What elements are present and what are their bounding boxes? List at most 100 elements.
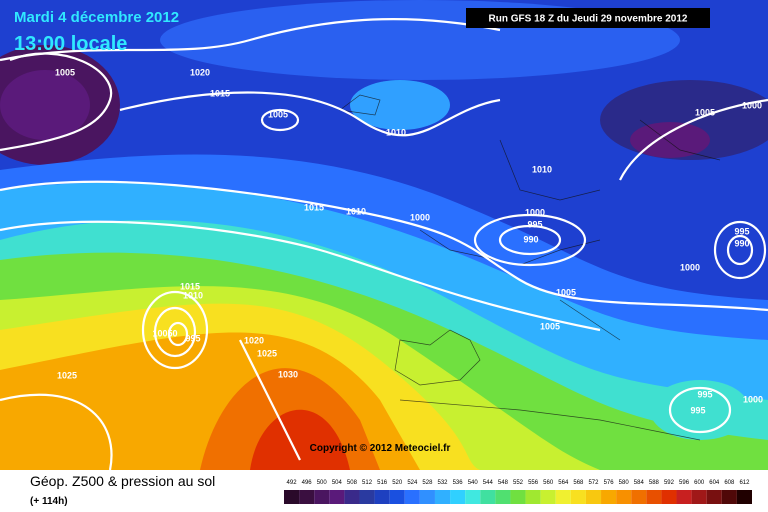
- scale-swatch: [495, 490, 511, 504]
- isobar-label: 1010: [183, 290, 203, 300]
- scale-swatch: [555, 490, 571, 504]
- scale-label: 540: [468, 480, 479, 486]
- scale-label: 544: [483, 480, 494, 486]
- scale-swatch: [359, 490, 375, 504]
- isobar-label: 1015: [210, 88, 230, 98]
- isobar-label: 1020: [190, 67, 210, 77]
- scale-label: 560: [543, 480, 554, 486]
- scale-swatch: [736, 490, 752, 504]
- scale-swatch: [299, 490, 315, 504]
- scale-label: 548: [498, 480, 509, 486]
- scale-swatch: [450, 490, 466, 504]
- background-fields: [0, 0, 768, 471]
- scale-swatch: [404, 490, 420, 504]
- isobar-label: 1000: [742, 100, 762, 110]
- scale-swatch: [525, 490, 541, 504]
- scale-swatch: [691, 490, 707, 504]
- scale-label: 528: [422, 480, 433, 486]
- map-date: Mardi 4 décembre 2012: [14, 9, 179, 26]
- isobar-label: 995: [527, 219, 542, 229]
- isobar-label: 1005: [556, 287, 576, 297]
- isobar-label: 1030: [278, 369, 298, 379]
- isobar-label: 1025: [257, 348, 277, 358]
- isobar-label: 995: [690, 405, 705, 415]
- isobar-label: 1015: [304, 202, 324, 212]
- scale-label: 492: [287, 480, 298, 486]
- scale-swatch: [314, 490, 330, 504]
- scale-swatch: [676, 490, 692, 504]
- isobar-label: 1010: [532, 164, 552, 174]
- isobar-label: 1005: [268, 109, 288, 119]
- scale-swatch: [646, 490, 662, 504]
- scale-swatch: [480, 490, 496, 504]
- scale-swatch: [434, 490, 451, 504]
- isobar-label: 1005: [55, 67, 75, 77]
- scale-swatch: [540, 490, 556, 504]
- scale-swatch: [631, 490, 647, 504]
- scale-label: 504: [332, 480, 343, 486]
- scale-label: 592: [664, 480, 675, 486]
- scale-swatch: [329, 490, 345, 504]
- scale-swatch: [389, 490, 405, 504]
- run-info: Run GFS 18 Z du Jeudi 29 novembre 2012: [489, 14, 688, 25]
- scale-label: 516: [377, 480, 388, 486]
- scale-label: 496: [302, 480, 313, 486]
- isobar-label: 1000: [680, 262, 700, 272]
- isobar-label: 995: [697, 389, 712, 399]
- caption-lead: (+ 114h): [30, 496, 68, 507]
- isobar-label: 1020: [244, 335, 264, 345]
- scale-swatch: [706, 490, 722, 504]
- isobar-label: 1000: [525, 207, 545, 217]
- scale-label: 596: [679, 480, 690, 486]
- isobar-label: 1015: [180, 281, 200, 291]
- scale-swatch: [284, 490, 300, 504]
- scale-label: 500: [317, 480, 328, 486]
- isobar-label: 1005: [540, 321, 560, 331]
- scale-label: 552: [513, 480, 524, 486]
- scale-label: 608: [724, 480, 735, 486]
- scale-swatch: [616, 490, 632, 504]
- isobar-label: 995: [185, 333, 200, 343]
- scale-label: 576: [604, 480, 615, 486]
- isobar-label: 1000: [743, 394, 763, 404]
- scale-swatch: [374, 490, 390, 504]
- scale-swatch: [601, 490, 617, 504]
- isobars: [0, 18, 768, 471]
- isobar-label: 1025: [57, 370, 77, 380]
- scale-swatch: [721, 490, 737, 504]
- scale-label: 524: [407, 480, 418, 486]
- scale-label: 584: [634, 480, 645, 486]
- scale-label: 556: [528, 480, 539, 486]
- scale-label: 520: [392, 480, 403, 486]
- scale-label: 568: [573, 480, 584, 486]
- scale-swatch: [465, 490, 481, 504]
- scale-swatch: [419, 490, 435, 504]
- color-scale: 492 496 500 504 508 512 516 520 524 528 532 536 540 5…: [284, 480, 752, 504]
- scale-label: 512: [362, 480, 373, 486]
- scale-swatch: [344, 490, 360, 504]
- scale-swatch: [585, 490, 602, 504]
- scale-swatch: [510, 490, 526, 504]
- scale-label: 572: [588, 480, 599, 486]
- isobar-label: 1000: [410, 212, 430, 222]
- isobar-label: 990: [523, 234, 538, 244]
- scale-label: 600: [694, 480, 705, 486]
- scale-label: 612: [739, 480, 750, 486]
- scale-label: 580: [619, 480, 630, 486]
- scale-swatch: [661, 490, 677, 504]
- isobar-label: 1010: [346, 206, 366, 216]
- scale-label: 564: [558, 480, 569, 486]
- run-box: [466, 8, 710, 28]
- isobar-label: 10050: [152, 328, 177, 338]
- isobar-label: 1010: [386, 127, 406, 137]
- caption-title: Géop. Z500 & pression au sol: [30, 473, 215, 489]
- scale-swatch: [570, 490, 586, 504]
- scale-label: 604: [709, 480, 720, 486]
- scale-label: 536: [453, 480, 464, 486]
- scale-label: 508: [347, 480, 358, 486]
- scale-label: 532: [438, 480, 449, 486]
- isobar-label: 1005: [695, 107, 715, 117]
- copyright: Copyright © 2012 Meteociel.fr: [310, 443, 451, 454]
